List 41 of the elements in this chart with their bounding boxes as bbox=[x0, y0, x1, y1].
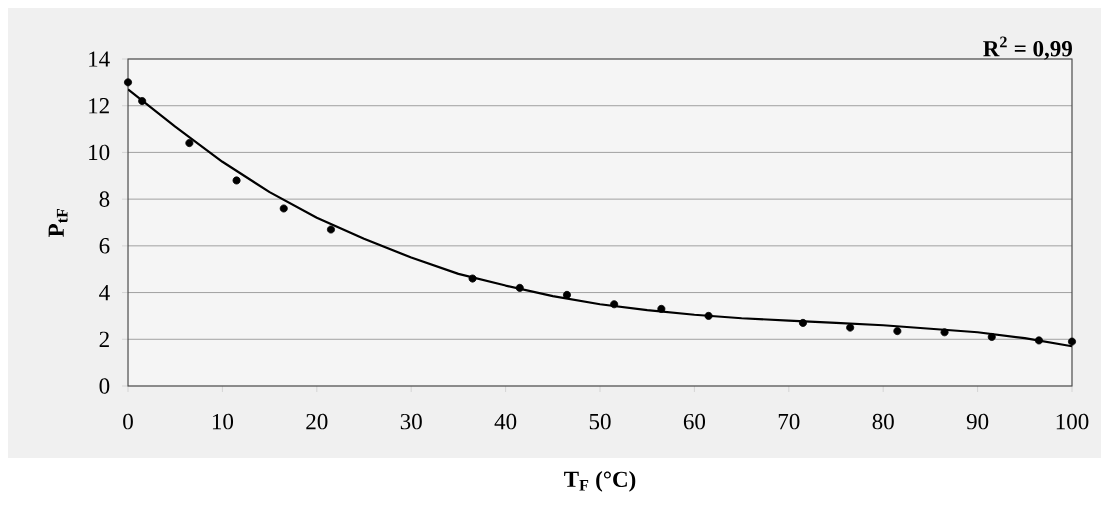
x-tick-label: 0 bbox=[123, 413, 133, 430]
y-axis-title: P$_{tF}$ bbox=[48, 208, 68, 237]
x-tick-label: 70 bbox=[778, 413, 800, 430]
x-tick-label: 20 bbox=[306, 413, 328, 430]
x-tick-label: 90 bbox=[966, 413, 989, 430]
point bbox=[138, 97, 147, 106]
point bbox=[1034, 336, 1043, 345]
point bbox=[610, 300, 619, 309]
x-tick-label: 80 bbox=[872, 413, 894, 430]
point bbox=[657, 304, 666, 313]
y-tick-label: 8 bbox=[99, 191, 110, 207]
point bbox=[232, 176, 241, 185]
x-tick-label: 100 bbox=[1056, 413, 1089, 430]
point bbox=[704, 311, 713, 320]
point bbox=[515, 283, 524, 292]
x-tick-label: 30 bbox=[400, 413, 422, 430]
y-tick-label: 12 bbox=[89, 98, 109, 114]
x-tick-label: 50 bbox=[589, 413, 611, 430]
point bbox=[562, 290, 571, 299]
x-axis-title: T$_{F}$ (°C) bbox=[564, 470, 636, 492]
y-tick-label: 10 bbox=[89, 144, 110, 161]
point bbox=[893, 327, 902, 336]
point bbox=[185, 139, 194, 148]
x-tick-label: 60 bbox=[683, 413, 706, 430]
point bbox=[124, 78, 133, 87]
point bbox=[940, 328, 949, 337]
annotation: R$^{2}$ = 0,99 bbox=[983, 36, 1072, 60]
y-tick-label: 4 bbox=[99, 284, 110, 301]
point bbox=[326, 225, 335, 234]
point bbox=[468, 274, 477, 283]
y-tick-label: 2 bbox=[99, 331, 109, 347]
y-tick-label: 0 bbox=[99, 378, 110, 394]
point bbox=[1068, 337, 1076, 346]
point bbox=[846, 323, 855, 332]
point bbox=[987, 332, 996, 341]
point bbox=[798, 318, 807, 327]
y-tick-label: 14 bbox=[89, 51, 110, 67]
x-tick-label: 10 bbox=[212, 413, 234, 430]
x-tick-label: 40 bbox=[494, 413, 517, 430]
y-tick-label: 6 bbox=[99, 238, 110, 254]
point bbox=[279, 204, 288, 213]
